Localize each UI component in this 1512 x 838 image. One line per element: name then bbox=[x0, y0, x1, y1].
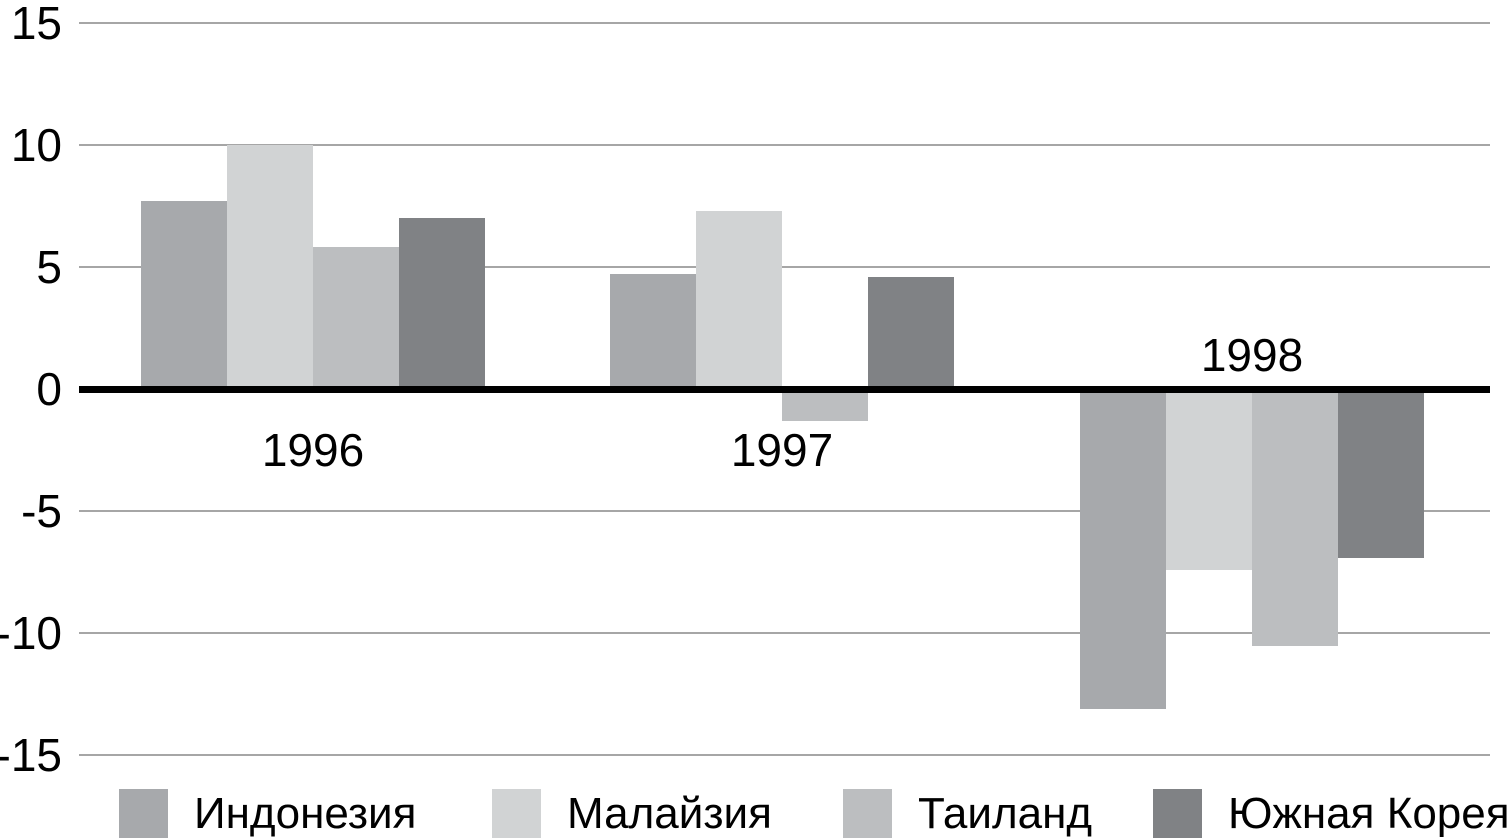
bar-thailand-1996 bbox=[313, 247, 399, 389]
legend-label-south-korea: Южная Корея bbox=[1228, 789, 1510, 838]
gridline-5 bbox=[79, 265, 1490, 268]
gridline-15 bbox=[79, 21, 1490, 24]
bar-thailand-1998 bbox=[1252, 389, 1338, 646]
bar-malaysia-1996 bbox=[227, 144, 313, 389]
bar-south-korea-1996 bbox=[399, 217, 485, 389]
legend-swatch-thailand bbox=[843, 789, 892, 838]
gridline-10 bbox=[79, 143, 1490, 146]
bar-south-korea-1998 bbox=[1338, 389, 1424, 558]
y-axis-tick-label: 15 bbox=[10, 0, 62, 49]
category-label-1998: 1998 bbox=[1200, 329, 1304, 381]
zero-axis-line bbox=[79, 385, 1490, 393]
legend-swatch-malaysia bbox=[492, 789, 541, 838]
category-label-1996: 1996 bbox=[261, 424, 365, 476]
legend-item-malaysia: Малайзия bbox=[492, 789, 772, 838]
category-label-1997: 1997 bbox=[730, 424, 834, 476]
y-axis-tick-label: 10 bbox=[10, 118, 62, 171]
legend-label-malaysia: Малайзия bbox=[567, 789, 772, 838]
bar-indonesia-1997 bbox=[610, 274, 696, 389]
legend-item-thailand: Таиланд bbox=[843, 789, 1092, 838]
bar-malaysia-1997 bbox=[696, 210, 782, 389]
legend-label-indonesia: Индонезия bbox=[194, 789, 417, 838]
y-axis-tick-label: 5 bbox=[36, 240, 62, 293]
gridline--15 bbox=[79, 754, 1490, 757]
bar-thailand-1997 bbox=[782, 389, 868, 421]
legend-label-thailand: Таиланд bbox=[918, 789, 1093, 838]
bar-indonesia-1996 bbox=[141, 200, 227, 389]
legend-item-indonesia: Индонезия bbox=[119, 789, 416, 838]
bar-south-korea-1997 bbox=[868, 276, 954, 389]
bar-indonesia-1998 bbox=[1080, 389, 1166, 710]
y-axis-tick-label: -5 bbox=[21, 485, 62, 538]
legend-swatch-south-korea bbox=[1153, 789, 1202, 838]
gridline--10 bbox=[79, 632, 1490, 635]
bar-malaysia-1998 bbox=[1166, 389, 1252, 570]
y-axis-tick-label: -10 bbox=[0, 607, 62, 660]
legend-item-south-korea: Южная Корея bbox=[1153, 789, 1510, 838]
y-axis-tick-label: 0 bbox=[36, 363, 62, 415]
legend-swatch-indonesia bbox=[119, 789, 168, 838]
gridline--5 bbox=[79, 510, 1490, 513]
y-axis-tick-label: -15 bbox=[0, 729, 62, 782]
